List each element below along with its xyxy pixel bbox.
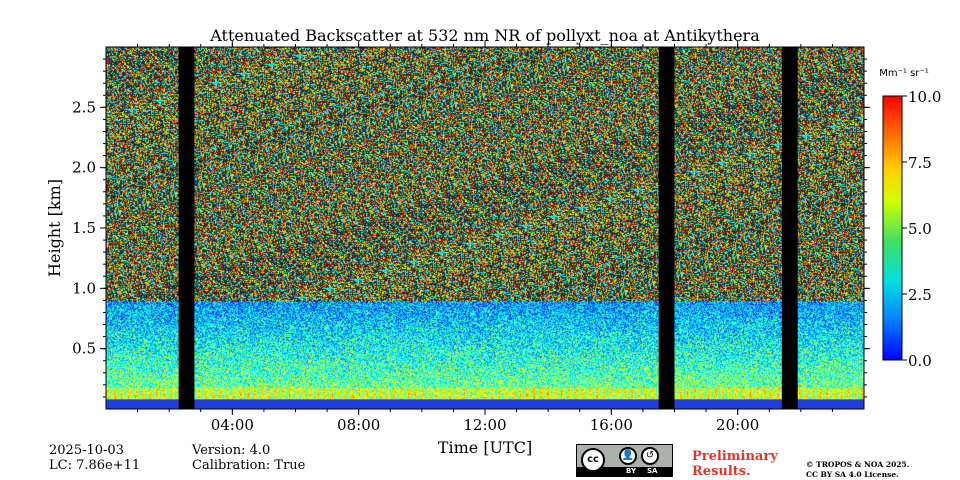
colorbar-tick-label: 5.0 [908,220,932,238]
footer-calibration: Calibration: True [192,458,306,473]
x-tick-label: 16:00 [590,416,633,434]
copyright-note: © TROPOS & NOA 2025. CC BY SA 4.0 Licens… [806,460,909,480]
no-data-gap [781,47,798,409]
cc-by-label: BY [626,467,637,475]
cc-sa-label: SA [647,467,658,475]
by-attribution-icon: 👤 [619,447,637,465]
no-data-gap [658,47,675,409]
colorbar-unit-label: Mm⁻¹ sr⁻¹ [879,68,928,79]
cc-badge-strip [577,467,672,476]
copyright-line-1: © TROPOS & NOA 2025. [806,460,910,469]
footer-version: Version: 4.0 [192,443,271,458]
colorbar-gradient [882,95,903,361]
y-tick-label: 2.0 [72,159,96,177]
x-tick-label: 12:00 [463,416,506,434]
colorbar-tick-label: 0.0 [908,352,932,370]
cc-license-badge: cc 👤 ↺ BY SA [576,444,673,477]
sa-share-alike-icon: ↺ [641,447,659,465]
x-tick-label: 04:00 [211,416,254,434]
y-tick-label: 1.5 [72,219,96,237]
x-axis-label: Time [UTC] [438,438,532,457]
cc-logo-icon: cc [581,448,605,472]
x-tick-label: 20:00 [716,416,759,434]
colorbar-tick-label: 7.5 [908,154,932,172]
copyright-line-2: CC BY SA 4.0 License. [806,470,899,479]
plot-area [106,47,864,409]
footer-lidar-constant: LC: 7.86e+11 [49,458,141,473]
y-tick-label: 1.0 [72,279,96,297]
y-axis-label: Height [km] [45,179,64,277]
axes: 04:00 08:00 12:00 16:00 20:00 0.5 1.0 1.5 2.0 2.5 [72,41,870,434]
no-data-gap [178,47,195,409]
preliminary-line-2: Results. [692,464,751,479]
y-tick-label: 2.5 [72,98,96,116]
y-tick-label: 0.5 [72,340,96,358]
colorbar-tick-label: 2.5 [908,286,932,304]
colorbar-tick-label: 10.0 [908,88,941,106]
backscatter-heatmap [106,47,864,409]
chart-title: Attenuated Backscatter at 532 nm NR of p… [209,26,760,45]
x-tick-label: 08:00 [337,416,380,434]
surface-band [106,399,864,409]
preliminary-results-note: Preliminary Results. [692,449,778,479]
footer-date: 2025-10-03 [49,443,124,458]
preliminary-line-1: Preliminary [692,449,778,464]
colorbar: 0.0 2.5 5.0 7.5 10.0 [882,88,941,370]
